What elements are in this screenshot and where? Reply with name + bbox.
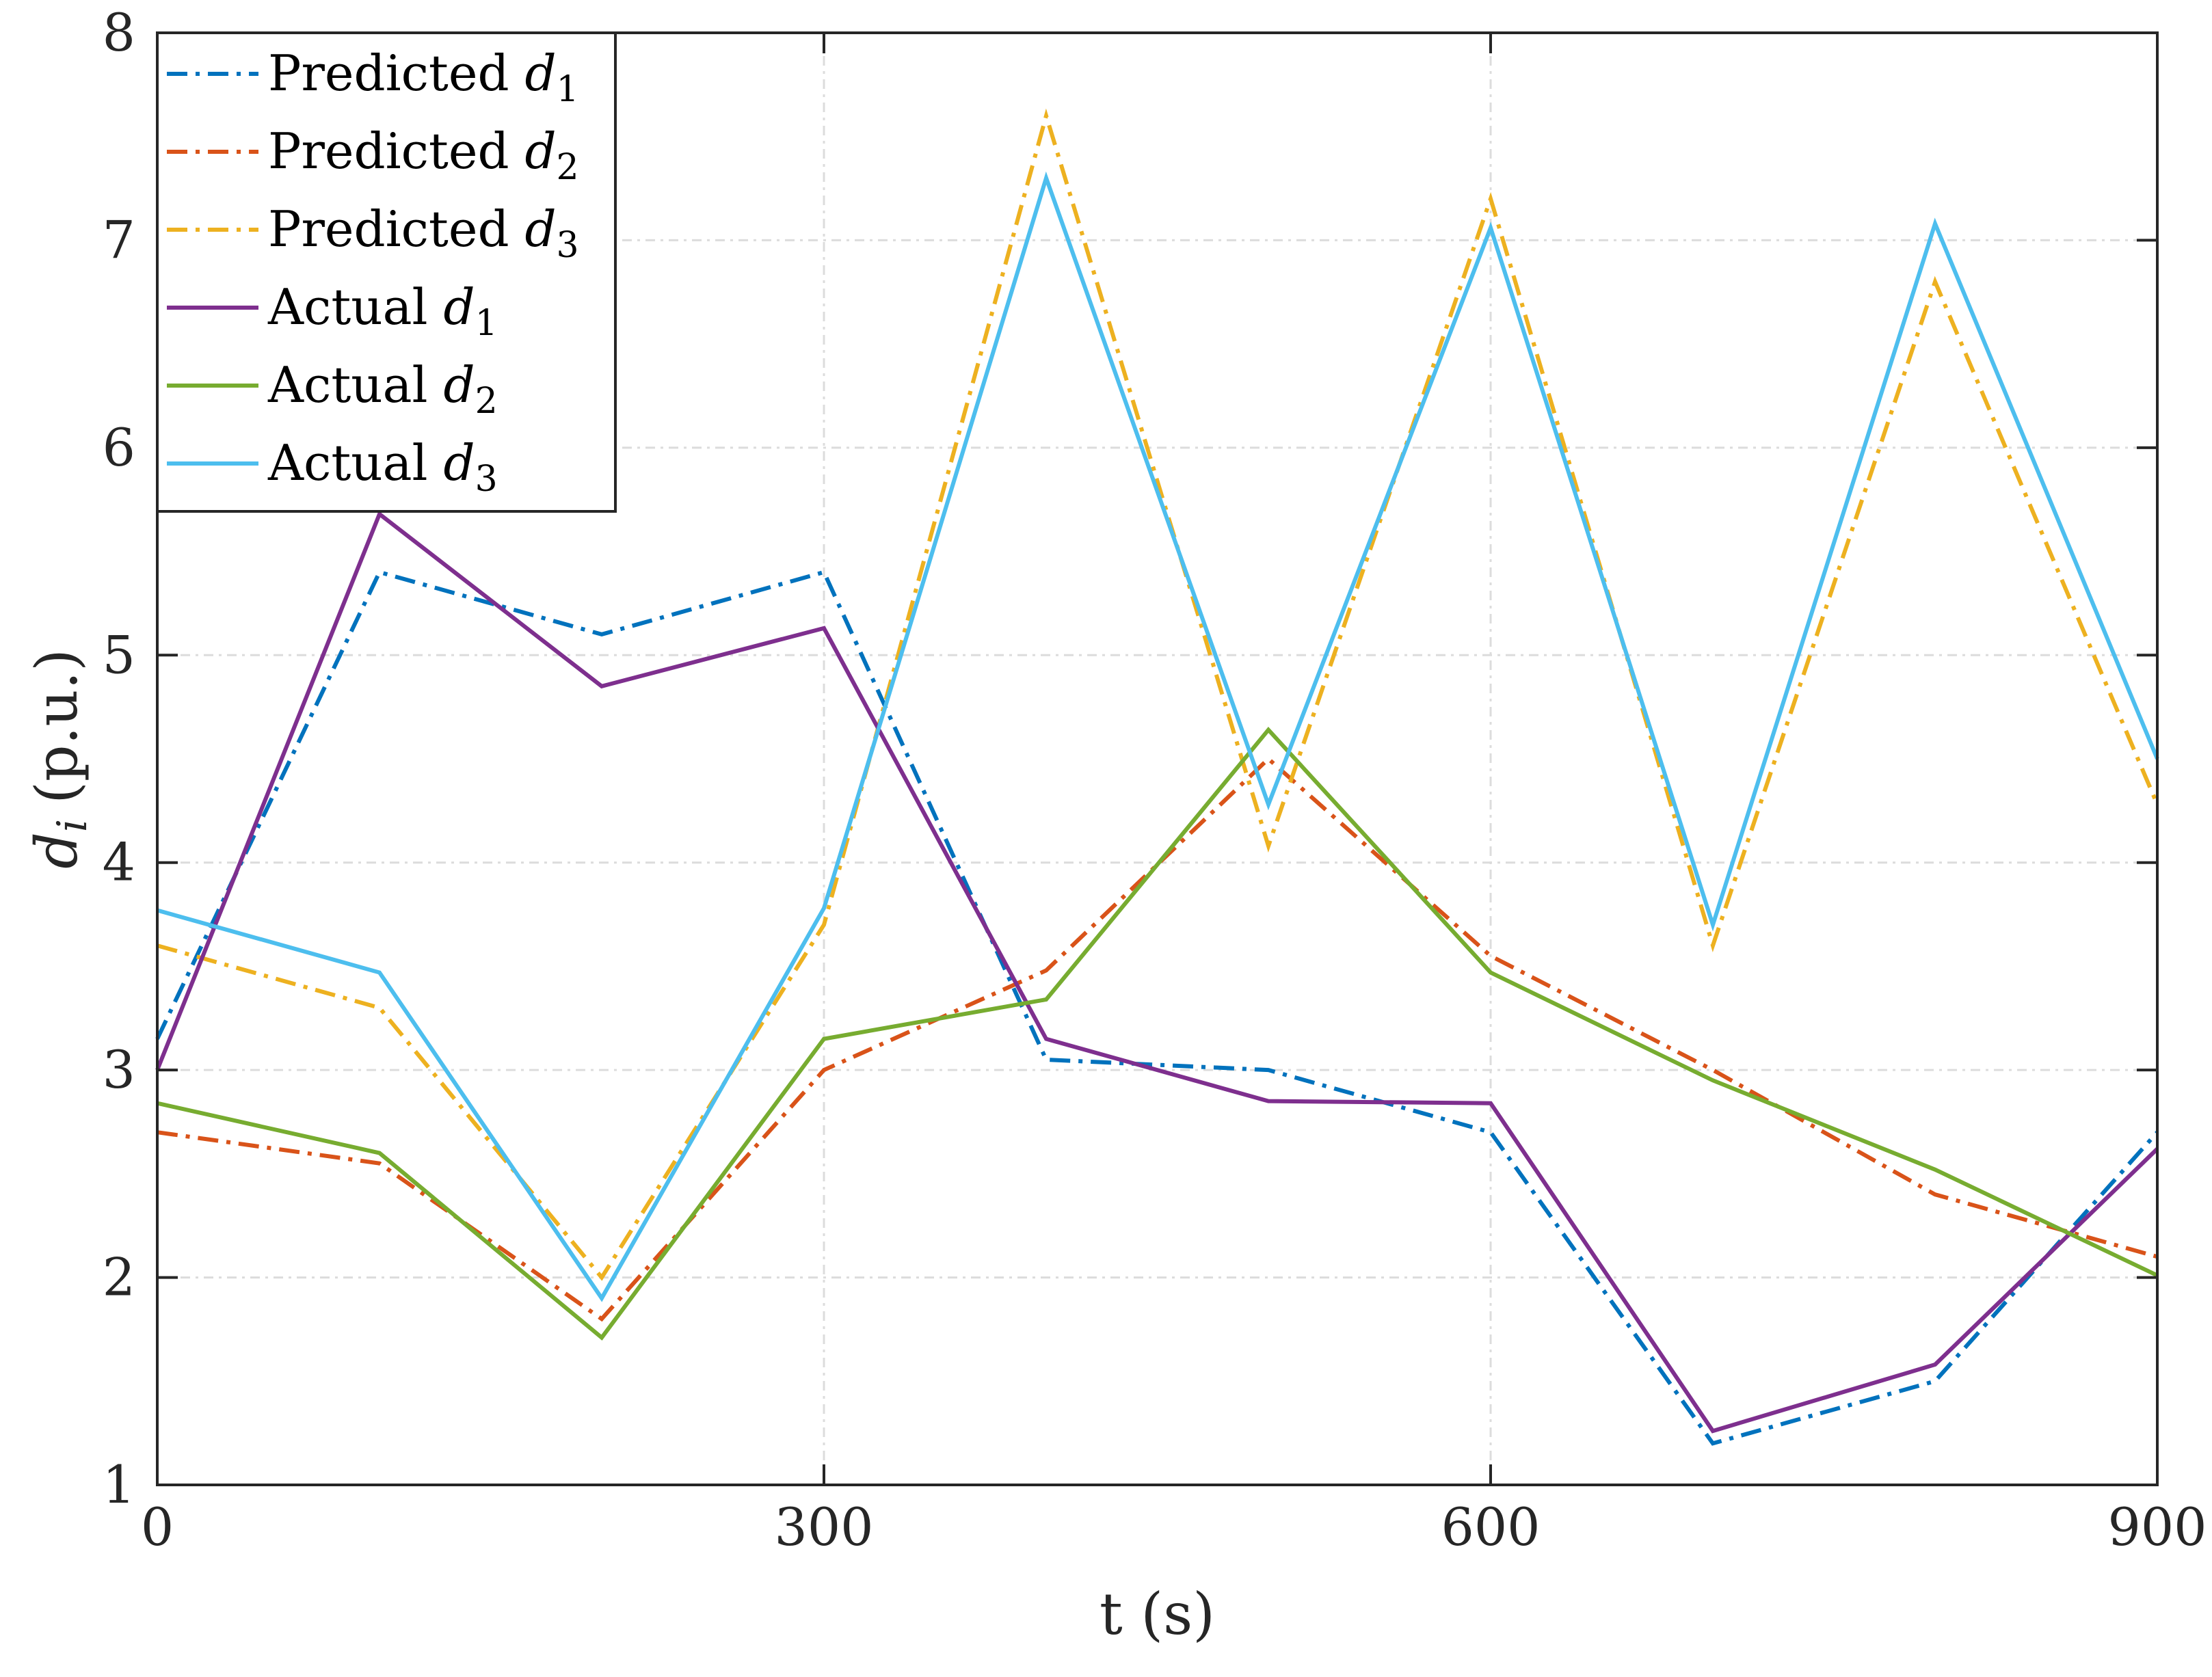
tick-labels: 0 300 600 900 1 2 3 4 5 6 7 8 [103, 2, 2207, 1557]
legend-label-3: Predicted d3 [268, 200, 579, 266]
y-tick-label: 7 [103, 209, 135, 270]
legend-label-6: Actual d3 [267, 434, 498, 500]
series-line-5 [157, 726, 2159, 1341]
y-tick-label: 4 [103, 832, 135, 893]
y-tick-label: 2 [103, 1247, 135, 1308]
y-tick-label: 3 [103, 1039, 135, 1100]
series-line-1 [155, 569, 2159, 1446]
legend-label-5: Actual d2 [267, 356, 498, 422]
y-axis-label: di (p.u.) [23, 649, 96, 869]
series-lines [155, 108, 2159, 1446]
legend-label-2: Predicted d2 [268, 122, 579, 188]
legend-label-4: Actual d1 [267, 278, 498, 344]
x-axis-label: t (s) [1100, 1581, 1215, 1648]
y-axis-label-subscript: i [49, 819, 96, 832]
x-tick-label: 0 [141, 1497, 174, 1557]
x-tick-label: 300 [774, 1497, 873, 1557]
legend-label-1: Predicted d1 [268, 44, 579, 110]
y-axis-label-unit: (p.u.) [23, 649, 90, 804]
legend-box [156, 31, 617, 513]
y-axis-label-variable: d [23, 832, 90, 869]
x-tick-label: 600 [1441, 1497, 1540, 1557]
series-line-4 [155, 511, 2159, 1434]
y-tick-label: 6 [103, 417, 135, 478]
legend: Predicted d1 Predicted d2 Predicted d3 Actu… [156, 31, 617, 513]
series-line-6 [157, 171, 2159, 1302]
x-tick-label: 900 [2107, 1497, 2207, 1557]
y-tick-label: 1 [103, 1454, 135, 1515]
plot-area-border [156, 31, 2159, 1486]
axis-ticks [156, 31, 2159, 1486]
series-line-3 [157, 108, 2159, 1281]
y-tick-label: 8 [103, 2, 135, 63]
series-line-2 [157, 755, 2158, 1322]
y-tick-label: 5 [103, 624, 135, 685]
